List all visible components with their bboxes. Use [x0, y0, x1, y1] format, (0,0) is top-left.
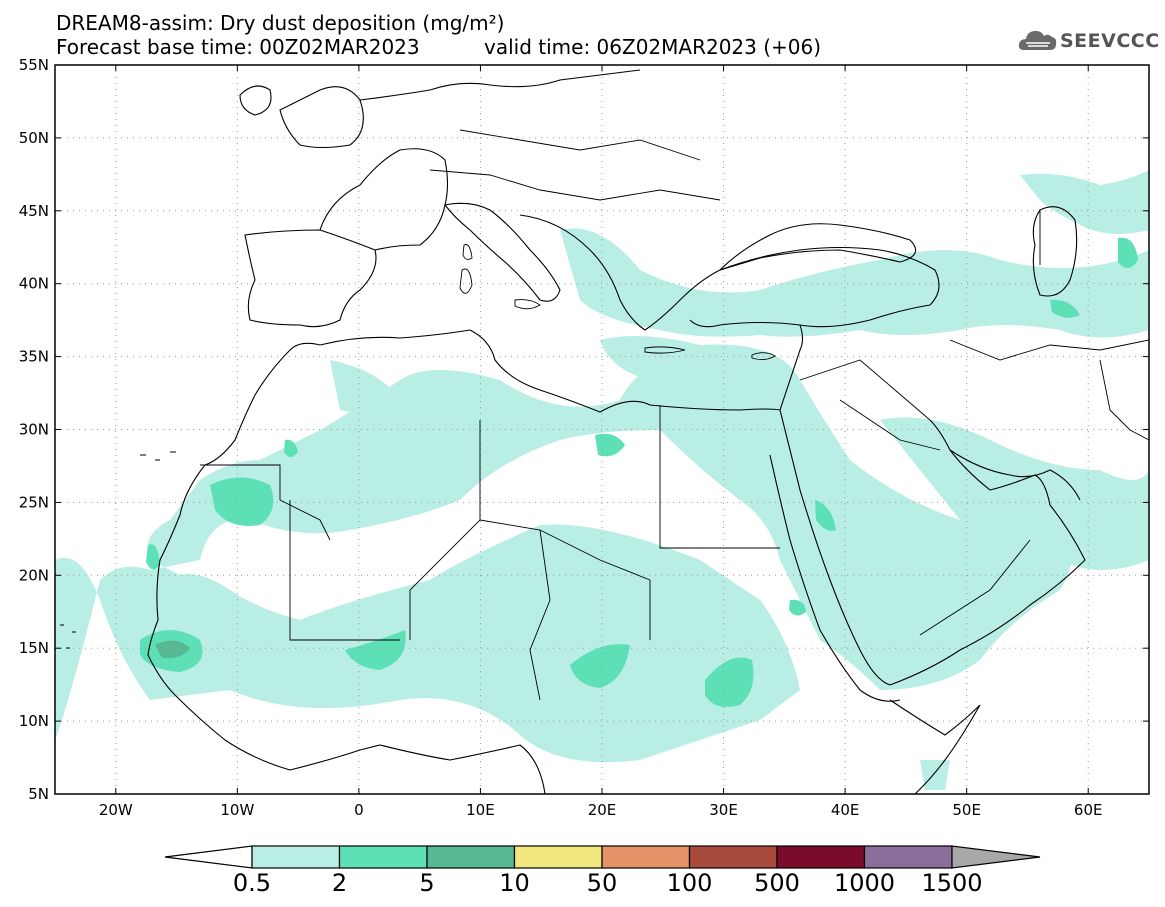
forecast-base-time: Forecast base time: 00Z02MAR2023	[56, 35, 420, 59]
colorbar-swatch	[513, 845, 603, 869]
colorbar-high-arrow	[951, 845, 1041, 869]
cloud-icon	[1018, 30, 1057, 50]
dust-deposition-shading	[55, 170, 1149, 790]
colorbar-swatch	[688, 845, 778, 869]
colorbar-label: 500	[754, 869, 800, 897]
lat-tick-label: 10N	[19, 712, 49, 730]
lon-tick-label: 60E	[1074, 801, 1103, 819]
lat-tick-label: 40N	[19, 275, 49, 293]
logo-text: SEEVCCC	[1060, 30, 1160, 52]
colorbar-label: 1500	[921, 869, 982, 897]
lon-tick-label: 20W	[99, 801, 133, 819]
colorbar-swatch	[776, 845, 866, 869]
seevccc-logo: SEEVCCC	[1018, 26, 1160, 56]
lon-tick-label: 20E	[588, 801, 617, 819]
valid-time: valid time: 06Z02MAR2023 (+06)	[484, 35, 822, 59]
lon-tick-label: 10E	[466, 801, 495, 819]
map-title: DREAM8-assim: Dry dust deposition (mg/m²…	[56, 11, 505, 35]
lat-tick-label: 5N	[28, 785, 49, 803]
colorbar-label: 1000	[834, 869, 895, 897]
colorbar-swatch	[338, 845, 428, 869]
coastlines-and-borders	[60, 69, 1150, 795]
colorbar-label: 100	[667, 869, 713, 897]
colorbar-label: 5	[419, 869, 434, 897]
colorbar-swatch	[251, 845, 341, 869]
colorbar-swatch	[863, 845, 953, 869]
colorbar-label: 2	[332, 869, 347, 897]
lon-tick-label: 40E	[831, 801, 860, 819]
colorbar-swatch	[426, 845, 516, 869]
colorbar-label: 0.5	[233, 869, 271, 897]
gridlines	[55, 65, 1149, 794]
lon-tick-label: 10W	[220, 801, 254, 819]
lat-tick-label: 30N	[19, 421, 49, 439]
lon-tick-label: 0	[354, 801, 364, 819]
lat-tick-label: 50N	[19, 129, 49, 147]
lat-tick-label: 15N	[19, 639, 49, 657]
latitude-axis: 55N 50N 45N 40N 35N 30N 25N 20N 15N 10N 5N	[19, 56, 1149, 803]
lat-tick-label: 25N	[19, 493, 49, 511]
lat-tick-label: 35N	[19, 348, 49, 366]
lat-tick-label: 20N	[19, 566, 49, 584]
colorbar: 0.5 2 5 10 50 100 500 1000 1500	[164, 845, 1041, 897]
colorbar-label: 10	[499, 869, 530, 897]
colorbar-label: 50	[587, 869, 618, 897]
longitude-axis: 20W 10W 0 10E 20E 30E 40E 50E 60E	[99, 65, 1103, 819]
colorbar-low-arrow	[164, 845, 253, 869]
lon-tick-label: 30E	[709, 801, 738, 819]
lat-tick-label: 45N	[19, 202, 49, 220]
lat-tick-label: 55N	[19, 56, 49, 74]
lon-tick-label: 50E	[952, 801, 981, 819]
colorbar-swatch	[601, 845, 691, 869]
